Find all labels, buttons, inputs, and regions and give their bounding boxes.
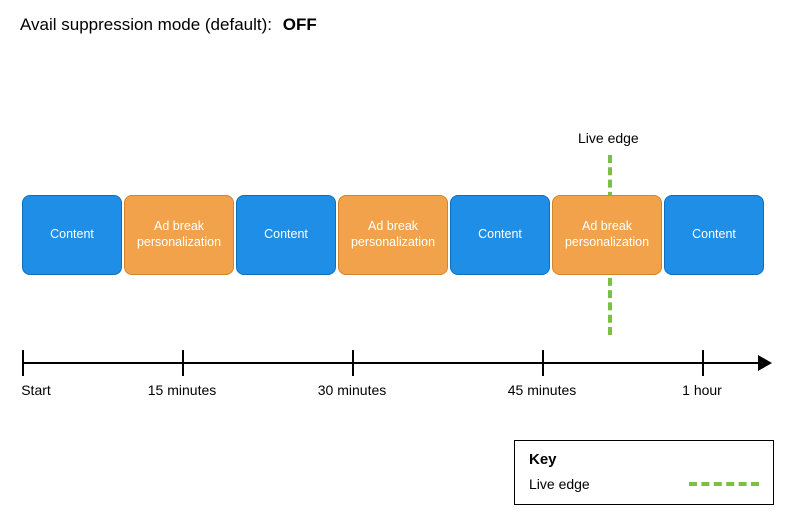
axis-arrow-icon <box>758 355 772 371</box>
axis-tick <box>182 350 184 376</box>
content-block: Content <box>664 195 764 275</box>
content-block: Content <box>450 195 550 275</box>
axis-tick-label: 15 minutes <box>148 382 216 398</box>
block-label: Content <box>264 227 308 243</box>
timeline-row: Content Ad break personalization Content Ad… <box>22 195 764 275</box>
ad-break-block: Ad break personalization <box>338 195 448 275</box>
block-label: Content <box>478 227 522 243</box>
legend-row: Live edge <box>529 476 759 492</box>
axis-tick-label: 30 minutes <box>318 382 386 398</box>
legend-dash-icon <box>689 482 759 486</box>
axis-tick-label: 45 minutes <box>508 382 576 398</box>
axis-tick <box>22 350 24 376</box>
ad-break-block: Ad break personalization <box>124 195 234 275</box>
block-label: Ad break personalization <box>557 219 657 250</box>
title-value: OFF <box>283 15 317 34</box>
time-axis: Start15 minutes30 minutes45 minutes1 hou… <box>22 362 770 364</box>
block-label: Content <box>50 227 94 243</box>
block-label: Ad break personalization <box>343 219 443 250</box>
legend-title: Key <box>529 451 759 468</box>
content-block: Content <box>22 195 122 275</box>
content-block: Content <box>236 195 336 275</box>
ad-break-block: Ad break personalization <box>552 195 662 275</box>
axis-line: Start15 minutes30 minutes45 minutes1 hou… <box>22 362 770 364</box>
axis-tick-label: 1 hour <box>682 382 722 398</box>
legend-box: Key Live edge <box>514 440 774 505</box>
axis-tick <box>352 350 354 376</box>
axis-tick <box>542 350 544 376</box>
block-label: Ad break personalization <box>129 219 229 250</box>
title-prefix: Avail suppression mode (default): <box>20 15 272 34</box>
legend-row-label: Live edge <box>529 476 590 492</box>
diagram-title: Avail suppression mode (default): OFF <box>20 15 317 35</box>
legend-rows: Live edge <box>529 476 759 492</box>
axis-tick-label: Start <box>21 382 51 398</box>
live-edge-label: Live edge <box>578 130 639 146</box>
axis-tick <box>702 350 704 376</box>
block-label: Content <box>692 227 736 243</box>
